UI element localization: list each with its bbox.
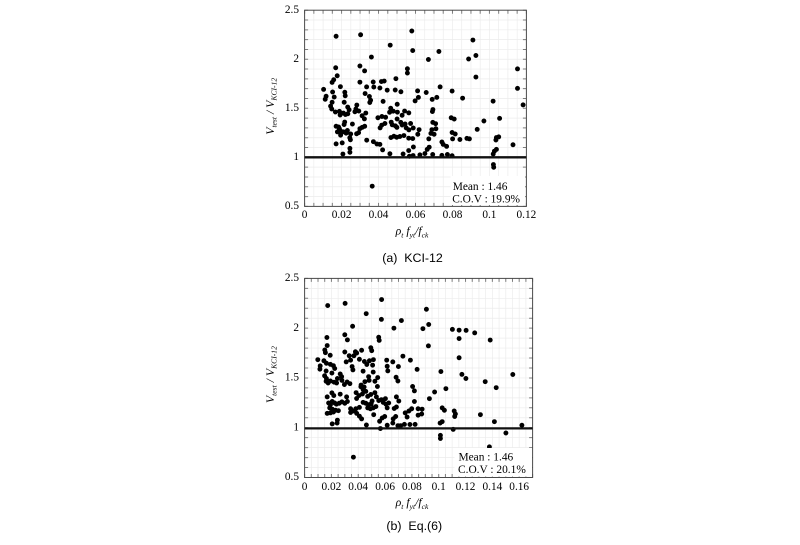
svg-text:0.5: 0.5 [285,200,299,212]
svg-text:0.04: 0.04 [369,209,389,221]
svg-text:0.12: 0.12 [517,209,537,221]
svg-text:ρt fyt/fck: ρt fyt/fck [395,495,429,511]
svg-text:0.5: 0.5 [285,471,299,483]
svg-text:1.5: 1.5 [285,372,299,384]
svg-text:(a) KCI-12: (a) KCI-12 [382,251,443,265]
svg-text:1: 1 [293,151,299,163]
svg-text:0.04: 0.04 [348,481,368,493]
svg-text:0.14: 0.14 [483,481,503,493]
svg-text:0.1: 0.1 [432,481,446,493]
svg-text:2: 2 [293,322,299,334]
svg-text:0.1: 0.1 [482,209,496,221]
svg-text:Mean : 1.46: Mean : 1.46 [453,181,508,193]
svg-text:ρt fyt/fck: ρt fyt/fck [395,224,429,240]
svg-text:1: 1 [293,421,299,433]
svg-text:(b) Eq.(6): (b) Eq.(6) [386,519,442,533]
svg-text:0.02: 0.02 [332,209,352,221]
svg-text:2.5: 2.5 [285,4,299,16]
svg-text:0.02: 0.02 [322,481,342,493]
svg-text:0: 0 [302,209,308,221]
svg-text:1.5: 1.5 [285,102,299,114]
svg-text:0.16: 0.16 [509,481,529,493]
svg-text:0.08: 0.08 [402,481,422,493]
svg-text:0: 0 [302,481,308,493]
svg-text:0.12: 0.12 [456,481,476,493]
svg-text:0.06: 0.06 [406,209,426,221]
svg-text:0.08: 0.08 [443,209,463,221]
svg-text:C.O.V : 19.9%: C.O.V : 19.9% [452,193,520,205]
svg-text:0.06: 0.06 [375,481,395,493]
svg-text:C.O.V : 20.1%: C.O.V : 20.1% [458,464,526,476]
svg-text:Mean : 1.46: Mean : 1.46 [459,451,514,463]
svg-text:2.5: 2.5 [285,272,299,284]
svg-text:2: 2 [293,53,299,65]
